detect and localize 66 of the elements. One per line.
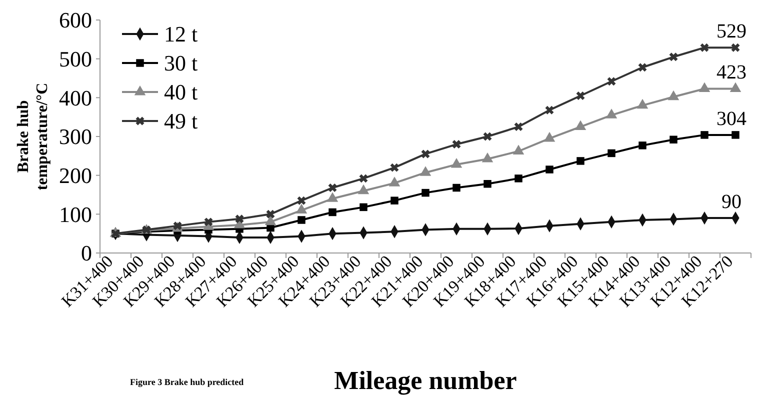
point — [483, 132, 492, 141]
legend-label: 49 t — [164, 108, 198, 134]
point — [512, 144, 524, 155]
point — [514, 174, 522, 182]
point — [420, 166, 432, 176]
point — [390, 163, 399, 172]
point — [235, 214, 244, 224]
point — [328, 208, 336, 216]
point — [326, 192, 338, 202]
legend-label: 30 t — [164, 50, 198, 76]
point — [606, 108, 618, 118]
point — [574, 120, 586, 130]
point — [700, 131, 708, 139]
y-tick-label: 500 — [59, 46, 92, 72]
y-tick-label: 600 — [59, 8, 92, 33]
point — [669, 52, 678, 62]
point — [484, 180, 492, 188]
point — [264, 215, 276, 226]
point — [390, 196, 398, 204]
point — [388, 176, 400, 186]
point — [607, 77, 616, 86]
point — [576, 91, 585, 100]
y-tick-label: 100 — [59, 202, 92, 227]
point — [608, 149, 616, 158]
point — [421, 150, 430, 158]
point — [668, 90, 680, 100]
point — [638, 63, 647, 72]
data-label: 90 — [722, 191, 742, 214]
x-axis-title: Mileage number — [334, 366, 517, 395]
point — [296, 204, 308, 214]
data-label: 423 — [716, 62, 746, 84]
point — [700, 43, 709, 52]
point — [731, 43, 740, 52]
point — [298, 216, 306, 224]
legend-label: 12 t — [164, 22, 198, 47]
point — [450, 158, 462, 168]
caption: Figure 3 Brake hub predicted — [130, 377, 244, 387]
point — [730, 82, 742, 92]
point — [482, 152, 494, 162]
point — [670, 136, 678, 144]
point — [204, 218, 213, 226]
y-tick-label: 200 — [59, 163, 92, 188]
point — [638, 142, 646, 150]
y-tick-label: 300 — [59, 124, 92, 150]
point — [328, 184, 337, 192]
point — [359, 174, 368, 183]
point — [545, 106, 554, 114]
point — [698, 82, 710, 92]
point — [544, 132, 556, 142]
legend-label: 40 t — [164, 80, 198, 105]
point — [514, 122, 523, 132]
data-label: 304 — [716, 108, 746, 130]
y-tick-label: 400 — [59, 85, 92, 110]
point — [576, 157, 584, 165]
y-axis-title: Brake hub temperature/°C — [15, 82, 51, 190]
point — [266, 210, 275, 218]
point — [636, 98, 648, 109]
point — [732, 131, 740, 139]
point — [546, 166, 554, 174]
data-label: 529 — [716, 20, 746, 43]
point — [297, 196, 306, 205]
point — [360, 203, 368, 212]
point — [358, 184, 370, 194]
point — [452, 184, 460, 192]
point — [452, 140, 461, 149]
point — [422, 188, 430, 197]
